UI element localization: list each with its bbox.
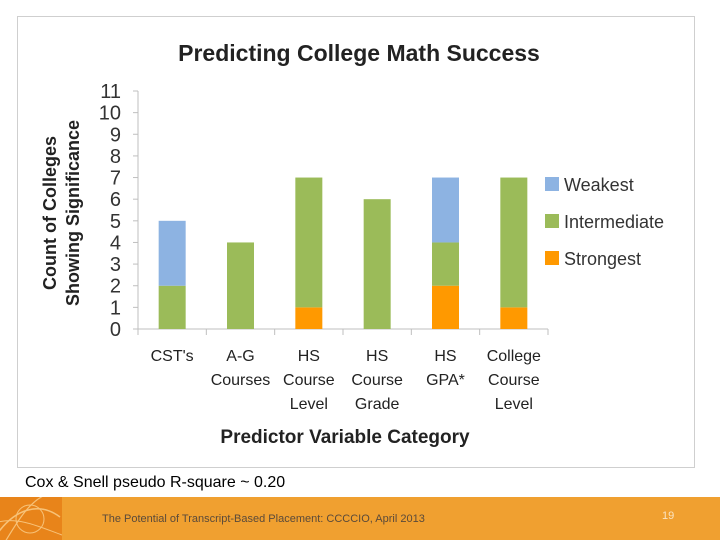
chart-frame: Predicting College Math Success Count of … [17,16,695,468]
x-tick-label: A-G [226,348,254,365]
y-tick-label: 7 [110,168,121,190]
x-tick-label: Course [283,372,335,389]
x-tick-label: HS [434,348,456,365]
bar-intermediate [432,242,459,286]
y-tick-label: 0 [110,319,121,341]
legend-swatch [545,251,559,265]
x-tick-label: Course [351,372,403,389]
x-tick-label: Courses [211,372,271,389]
bar-weakest [158,220,186,286]
x-tick-label: Level [495,396,533,413]
y-tick-label: 11 [100,81,121,103]
y-tick-label: 8 [110,146,121,168]
y-axis-title: Count of Colleges [40,136,60,290]
page-number: 19 [662,510,675,522]
y-tick-label: 1 [110,297,121,319]
y-tick-label: 2 [110,276,121,298]
chart-title: Predicting College Math Success [178,40,540,66]
bar-strongest [432,285,459,329]
legend-label: Weakest [564,175,634,195]
legend-label: Strongest [564,249,641,269]
x-tick-label: Grade [355,396,400,413]
y-tick-label: 4 [110,232,121,254]
y-tick-label: 5 [110,211,121,233]
chart: Predicting College Math Success Count of … [40,40,664,448]
footer-bar: The Potential of Transcript-Based Placem… [0,497,720,540]
bar-intermediate [363,199,391,329]
y-tick-label: 10 [99,103,121,125]
x-tick-label: Level [290,396,328,413]
y-tick-label: 9 [110,124,121,146]
x-tick-label: CST's [151,348,194,365]
x-tick-label: HS [298,348,320,365]
legend-swatch [545,214,559,228]
y-tick-label: 3 [110,254,121,276]
legend-label: Intermediate [564,212,664,232]
x-axis-title: Predictor Variable Category [220,427,470,448]
bar-intermediate [227,242,254,329]
x-tick-label: HS [366,348,388,365]
bar-strongest [500,307,528,329]
model-fit-caption: Cox & Snell pseudo R-square ~ 0.20 [25,474,286,491]
decorative-swirl-icon [0,497,62,540]
bar-intermediate [500,177,528,308]
legend-swatch [545,177,559,191]
y-axis-title: Showing Significance [63,120,83,306]
x-tick-label: GPA* [426,372,465,389]
footer-text: The Potential of Transcript-Based Placem… [102,513,425,525]
bar-intermediate [158,285,186,329]
bar-strongest [295,307,323,329]
y-tick-label: 6 [110,189,121,211]
bar-intermediate [295,177,323,308]
x-tick-label: College [487,348,541,365]
x-tick-label: Course [488,372,540,389]
bar-weakest [432,177,459,243]
